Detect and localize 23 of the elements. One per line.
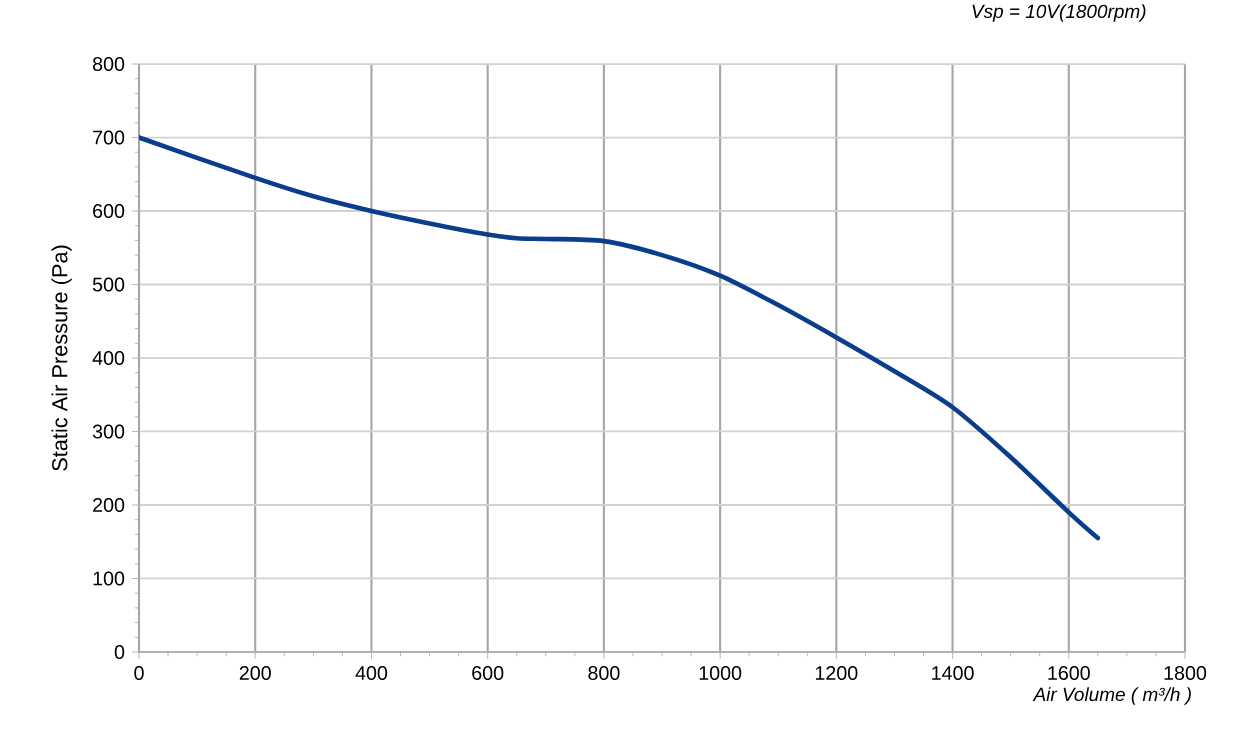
- x-tick-label: 1600: [1048, 666, 1090, 680]
- x-tick-label: 800: [588, 666, 620, 680]
- x-tick-label: 400: [355, 666, 388, 680]
- y-axis-title: Static Air Pressure (Pa): [51, 245, 72, 471]
- x-tick-label: 200: [239, 666, 271, 680]
- y-tick-label: 800: [92, 57, 125, 71]
- y-tick-label: 200: [93, 498, 125, 512]
- x-tick-label: 0: [134, 666, 144, 680]
- y-tick-label: 400: [92, 351, 125, 365]
- y-tick-label: 100: [93, 571, 125, 586]
- x-tick-label: 1200: [815, 666, 858, 680]
- x-tick-label: 1400: [932, 666, 974, 680]
- x-tick-label: 1800: [1164, 666, 1207, 680]
- y-tick-label: 600: [93, 204, 125, 218]
- x-tick-label: 1000: [699, 666, 742, 680]
- x-tick-label: 600: [472, 666, 504, 680]
- y-tick-label: 500: [92, 277, 125, 292]
- y-tick-label: 0: [114, 645, 125, 659]
- line-series: [139, 135, 1101, 541]
- y-tick-label: 700: [93, 130, 125, 145]
- x-axis-title: Air Volume ( m³/h ): [1032, 687, 1191, 705]
- chart-title: Vsp = 10V(1800rpm): [972, 4, 1146, 22]
- y-tick-label: 300: [92, 424, 125, 439]
